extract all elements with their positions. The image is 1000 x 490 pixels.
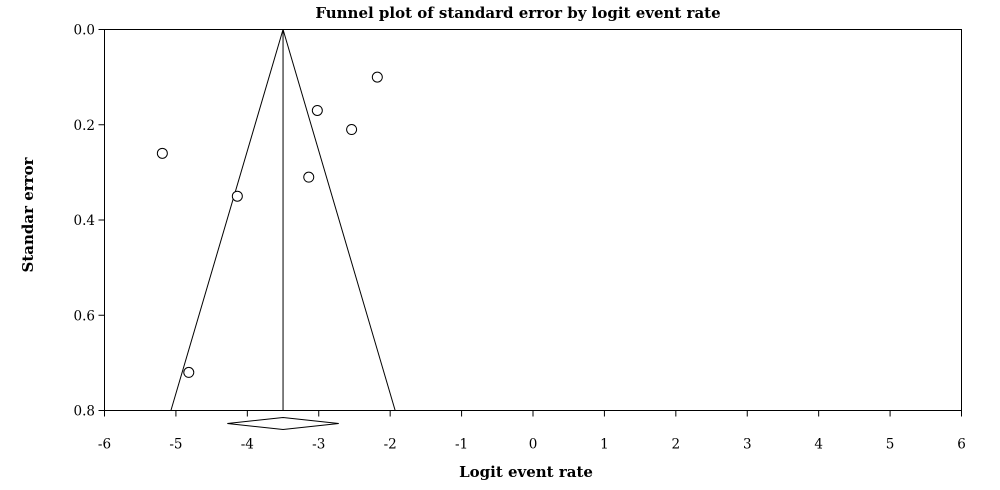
x-tick-label: 6 <box>957 437 966 453</box>
study-point <box>303 171 315 183</box>
study-point <box>311 104 323 116</box>
y-axis-ticks: 0.0 0.2 0.4 0.6 0.8 <box>74 23 105 420</box>
x-tick-label: -1 <box>455 437 468 453</box>
summary-diamond <box>227 416 339 431</box>
y-tick-label: 0.2 <box>74 118 95 134</box>
plot-frame <box>104 29 962 411</box>
study-point <box>371 71 383 83</box>
y-tick-label: 0.0 <box>74 23 95 39</box>
y-axis-title: Standar error <box>19 156 37 272</box>
x-axis-ticks: -6 -5 -4 -3 -2 -1 0 1 2 3 4 5 6 <box>98 410 966 453</box>
y-tick-label: 0.6 <box>74 308 95 324</box>
x-tick-label: -3 <box>312 437 325 453</box>
x-tick-label: -4 <box>241 437 254 453</box>
y-tick-label: 0.8 <box>74 404 95 420</box>
x-tick-label: 0 <box>529 437 538 453</box>
x-tick-label: 3 <box>743 437 752 453</box>
funnel-lines <box>170 29 396 411</box>
funnel-right-line <box>282 29 396 411</box>
study-point <box>183 366 195 378</box>
study-point <box>156 147 168 159</box>
funnel-left-line <box>170 29 284 411</box>
y-tick-label: 0.4 <box>74 213 95 229</box>
study-points <box>156 71 383 378</box>
x-tick-label: 5 <box>886 437 895 453</box>
x-axis-title: Logit event rate <box>459 463 593 481</box>
summary-diamond-group <box>227 416 339 431</box>
x-tick-label: -2 <box>384 437 397 453</box>
x-tick-label: 1 <box>600 437 609 453</box>
chart-title: Funnel plot of standard error by logit e… <box>315 4 720 22</box>
x-tick-label: -5 <box>169 437 182 453</box>
study-point <box>346 124 358 136</box>
x-tick-label: 4 <box>814 437 823 453</box>
x-tick-label: -6 <box>98 437 111 453</box>
x-tick-label: 2 <box>672 437 681 453</box>
study-point <box>231 190 243 202</box>
